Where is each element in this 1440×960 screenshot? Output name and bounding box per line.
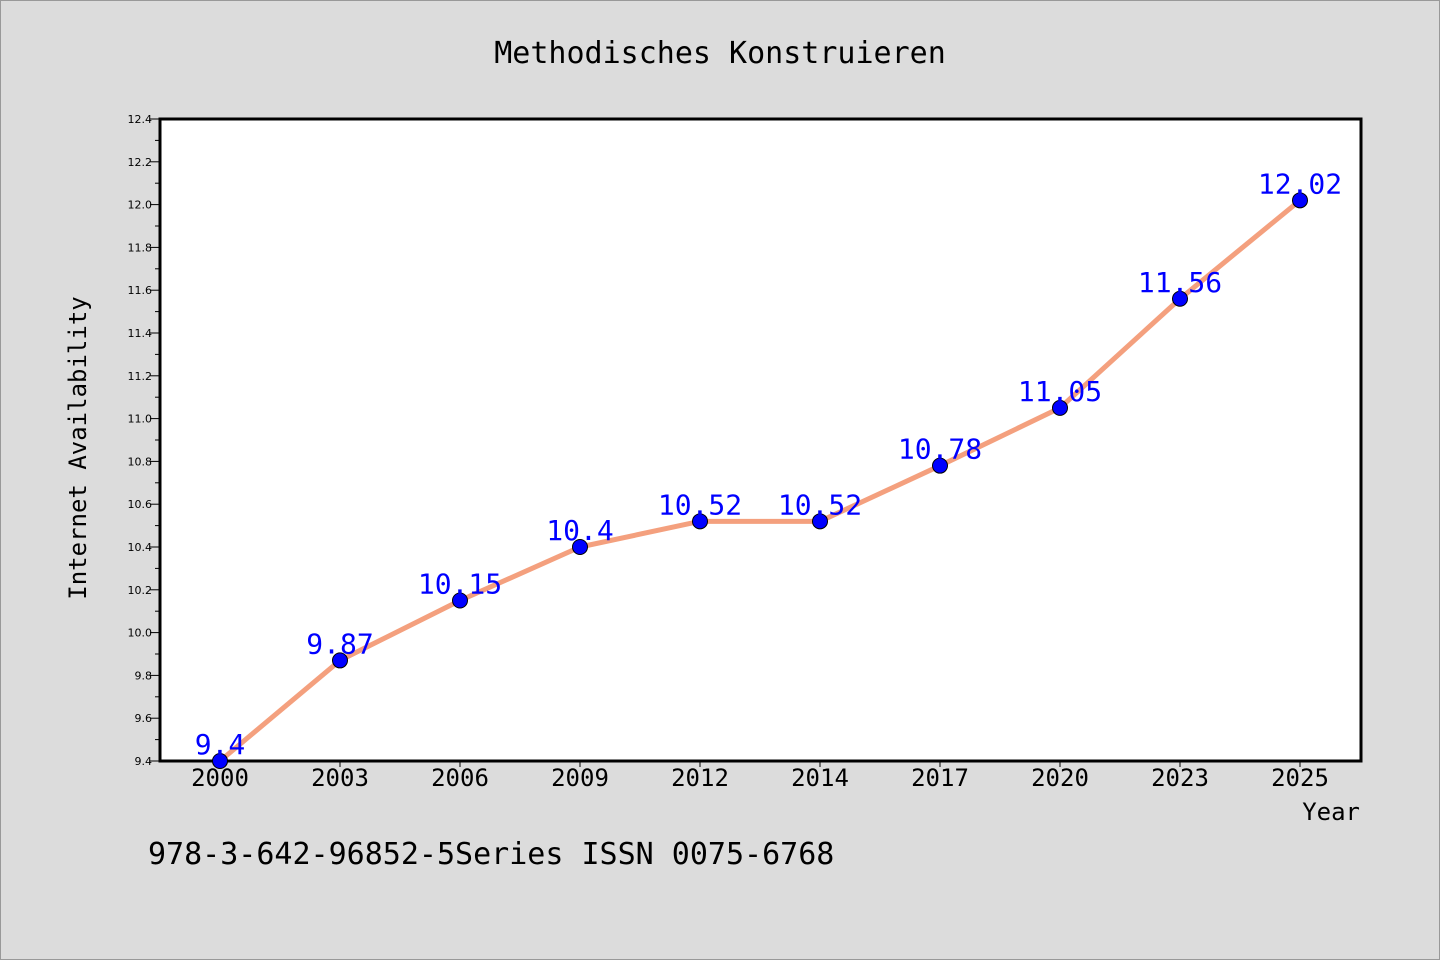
data-point <box>212 753 228 769</box>
x-axis-label: Year <box>1302 798 1360 826</box>
y-tick-label: 11.4 <box>128 327 153 340</box>
data-label: 10.15 <box>418 568 502 601</box>
chart-title: Methodisches Konstruieren <box>494 36 946 71</box>
data-label: 9.87 <box>306 627 373 660</box>
x-tick-label: 2006 <box>431 764 489 792</box>
y-tick-label: 10.6 <box>128 498 153 511</box>
data-point <box>1052 399 1068 416</box>
data-point <box>1172 290 1188 307</box>
series-line-group <box>217 197 1303 764</box>
x-axis: 2000 2003 2006 2009 2012 2014 2017 2020 2023 2025 <box>191 761 1329 792</box>
data-point <box>692 513 708 530</box>
data-label: 10.78 <box>898 433 982 466</box>
y-tick-label: 10.8 <box>128 455 153 468</box>
data-label: 10.52 <box>658 488 742 521</box>
x-tick-label: 2023 <box>1151 764 1209 792</box>
data-point <box>812 513 828 530</box>
x-tick-label: 2012 <box>671 764 729 792</box>
y-axis: 9.4 9.6 9.8 10.0 10.2 10.4 10.6 10.8 11.0 11.2 11.… <box>128 113 160 768</box>
y-tick-label: 11.8 <box>128 241 153 254</box>
y-tick-label: 10.0 <box>128 627 153 640</box>
y-tick-label: 11.6 <box>128 284 153 297</box>
data-point <box>572 539 588 555</box>
y-tick-label: 10.2 <box>128 584 153 597</box>
x-tick-label: 2020 <box>1031 764 1089 792</box>
y-tick-label: 9.4 <box>135 755 153 768</box>
y-tick-label: 9.6 <box>135 712 153 725</box>
y-tick-label: 10.4 <box>128 541 153 554</box>
data-points <box>212 192 1308 769</box>
data-point <box>332 652 348 669</box>
data-label: 10.4 <box>546 514 613 547</box>
x-tick-label: 2017 <box>911 764 969 792</box>
footer-text: 978-3-642-96852-5Series ISSN 0075-6768 <box>148 837 834 872</box>
x-tick-label: 2025 <box>1271 764 1329 792</box>
y-tick-label: 12.0 <box>128 199 153 212</box>
y-tick-label: 11.0 <box>128 413 153 426</box>
x-tick-label: 2009 <box>551 764 609 792</box>
y-axis-label: Internet Availability <box>64 296 92 599</box>
data-labels: 9.4 9.87 10.15 10.4 10.52 10.52 10.78 11.05 11.5… <box>195 167 1342 761</box>
y-tick-label: 12.2 <box>128 156 153 169</box>
data-point <box>1292 192 1308 209</box>
data-label: 11.56 <box>1138 266 1222 299</box>
x-tick-label: 2003 <box>311 764 369 792</box>
plot-area <box>158 117 1363 763</box>
data-label: 12.02 <box>1258 167 1342 200</box>
data-point <box>932 457 948 474</box>
x-tick-label: 2014 <box>791 764 849 792</box>
y-tick-label: 11.2 <box>128 370 153 383</box>
data-point <box>452 592 468 609</box>
y-tick-label: 12.4 <box>128 113 153 126</box>
data-label: 9.4 <box>195 728 246 761</box>
data-label: 11.05 <box>1018 375 1102 408</box>
series-line <box>217 197 1303 764</box>
data-label: 10.52 <box>778 488 862 521</box>
y-tick-label: 9.8 <box>135 669 153 682</box>
